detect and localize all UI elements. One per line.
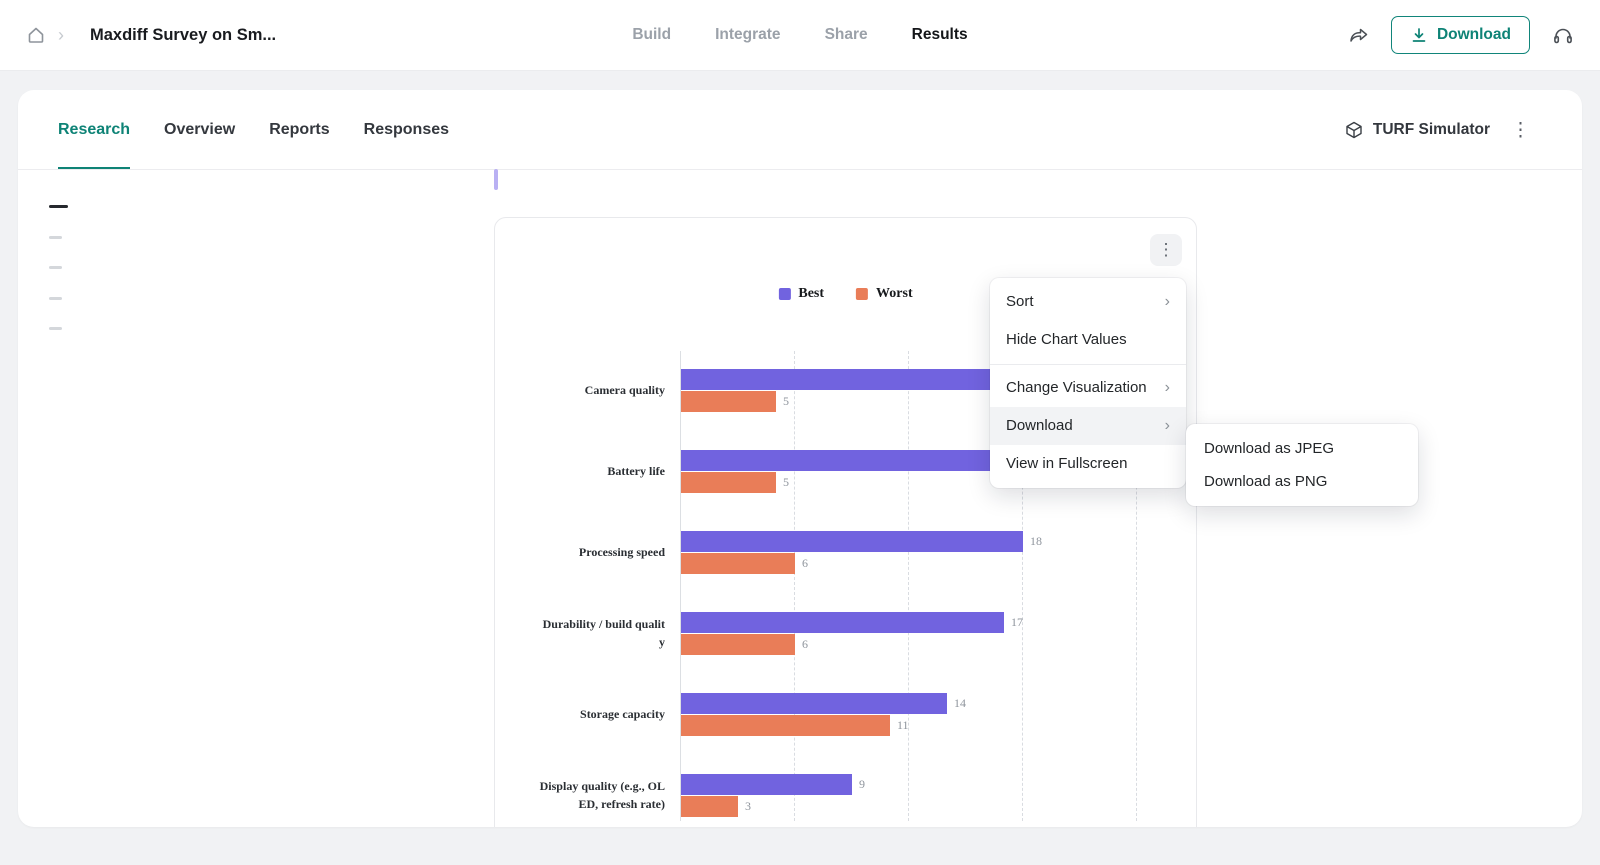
bar-worst [681, 715, 890, 736]
tab-responses[interactable]: Responses [364, 90, 449, 170]
menu-item-view-in-fullscreen[interactable]: View in Fullscreen [990, 445, 1186, 483]
download-submenu: Download as JPEGDownload as PNG [1186, 424, 1418, 506]
bar-best [681, 774, 852, 795]
chart-context-menu: Sort›Hide Chart ValuesChange Visualizati… [990, 278, 1186, 488]
topbar: › Maxdiff Survey on Sm... Build Integrate… [0, 0, 1600, 71]
legend-label: Worst [876, 286, 913, 302]
download-button[interactable]: Download [1391, 16, 1530, 54]
menu-item-label: Download [1006, 416, 1165, 436]
bar-worst [681, 796, 738, 817]
tab-bar: Research Overview Reports Responses [58, 90, 449, 170]
legend-item-worst: Worst [856, 286, 913, 302]
chevron-right-icon: › [1165, 294, 1170, 310]
tab-research[interactable]: Research [58, 90, 130, 170]
bar-value-label: 18 [1030, 531, 1042, 552]
turf-simulator-button[interactable]: TURF Simulator [1344, 90, 1490, 170]
support-headset-icon[interactable] [1552, 24, 1574, 46]
bar-value-label: 9 [859, 774, 865, 795]
share-icon[interactable] [1347, 24, 1369, 46]
tab-reports[interactable]: Reports [269, 90, 329, 170]
breadcrumb-chevron-icon: › [58, 26, 64, 44]
nav-share[interactable]: Share [825, 26, 868, 44]
bar-worst [681, 553, 795, 574]
category-label: Display quality (e.g., OLED, refresh rat… [495, 774, 665, 817]
bar-value-label: 11 [897, 715, 909, 736]
chart-gridline [908, 351, 909, 821]
bar-value-label: 6 [802, 634, 808, 655]
cube-icon [1344, 120, 1364, 140]
download-button-label: Download [1437, 26, 1511, 44]
bar-best [681, 450, 1042, 471]
submenu-item-download-as-png[interactable]: Download as PNG [1186, 465, 1418, 498]
legend-label: Best [798, 286, 824, 302]
chart-row: Storage capacity1411 [680, 693, 1180, 736]
chart-row: Display quality (e.g., OLED, refresh rat… [680, 774, 1180, 817]
turf-simulator-label: TURF Simulator [1373, 121, 1490, 139]
bar-value-label: 17 [1011, 612, 1023, 633]
legend-swatch-worst [856, 288, 868, 300]
chart-gridline [794, 351, 795, 821]
topbar-actions: Download [1347, 16, 1574, 54]
category-label: Battery life [495, 450, 665, 493]
bar-value-label: 14 [954, 693, 966, 714]
bar-best [681, 612, 1004, 633]
bar-worst [681, 634, 795, 655]
nav-results[interactable]: Results [912, 26, 968, 44]
chart-row: Processing speed186 [680, 531, 1180, 574]
bar-value-label: 3 [745, 796, 751, 817]
bar-best [681, 531, 1023, 552]
top-nav: Build Integrate Share Results [632, 26, 967, 44]
bar-best [681, 693, 947, 714]
chart-axis-line [680, 351, 681, 821]
bar-value-label: 6 [802, 553, 808, 574]
home-icon[interactable] [26, 25, 46, 45]
outline-item[interactable] [49, 327, 62, 330]
menu-item-label: Change Visualization [1006, 378, 1165, 398]
outline-item[interactable] [49, 266, 62, 269]
category-label: Processing speed [495, 531, 665, 574]
category-label: Durability / build quality [495, 612, 665, 655]
tab-divider [18, 169, 1582, 170]
menu-item-label: View in Fullscreen [1006, 454, 1170, 474]
menu-item-change-visualization[interactable]: Change Visualization› [990, 369, 1186, 407]
breadcrumb: › Maxdiff Survey on Sm... [26, 25, 276, 45]
category-label: Storage capacity [495, 693, 665, 736]
scroll-indicator[interactable] [494, 169, 498, 190]
chevron-right-icon: › [1165, 380, 1170, 396]
download-icon [1410, 26, 1428, 44]
menu-item-label: Hide Chart Values [1006, 330, 1170, 350]
bar-value-label: 5 [783, 391, 789, 412]
bar-worst [681, 391, 776, 412]
menu-divider [990, 364, 1186, 365]
tab-overview[interactable]: Overview [164, 90, 235, 170]
chart-legend: Best Worst [778, 286, 912, 302]
bar-worst [681, 472, 776, 493]
legend-item-best: Best [778, 286, 824, 302]
menu-item-hide-chart-values[interactable]: Hide Chart Values [990, 321, 1186, 359]
menu-item-label: Sort [1006, 292, 1165, 312]
outline-item[interactable] [49, 297, 62, 300]
outline-item[interactable] [49, 236, 62, 239]
legend-swatch-best [778, 288, 790, 300]
nav-integrate[interactable]: Integrate [715, 26, 780, 44]
chart-menu-button[interactable]: ⋮ [1150, 234, 1182, 266]
outline-item[interactable] [49, 205, 68, 208]
submenu-item-download-as-jpeg[interactable]: Download as JPEG [1186, 432, 1418, 465]
page-title: Maxdiff Survey on Sm... [90, 26, 276, 45]
menu-item-download[interactable]: Download› [990, 407, 1186, 445]
chevron-right-icon: › [1165, 418, 1170, 434]
card-overflow-menu-button[interactable]: ⋮ [1511, 90, 1530, 170]
chart-row: Durability / build quality176 [680, 612, 1180, 655]
nav-build[interactable]: Build [632, 26, 671, 44]
menu-item-sort[interactable]: Sort› [990, 283, 1186, 321]
bar-value-label: 5 [783, 472, 789, 493]
category-label: Camera quality [495, 369, 665, 412]
